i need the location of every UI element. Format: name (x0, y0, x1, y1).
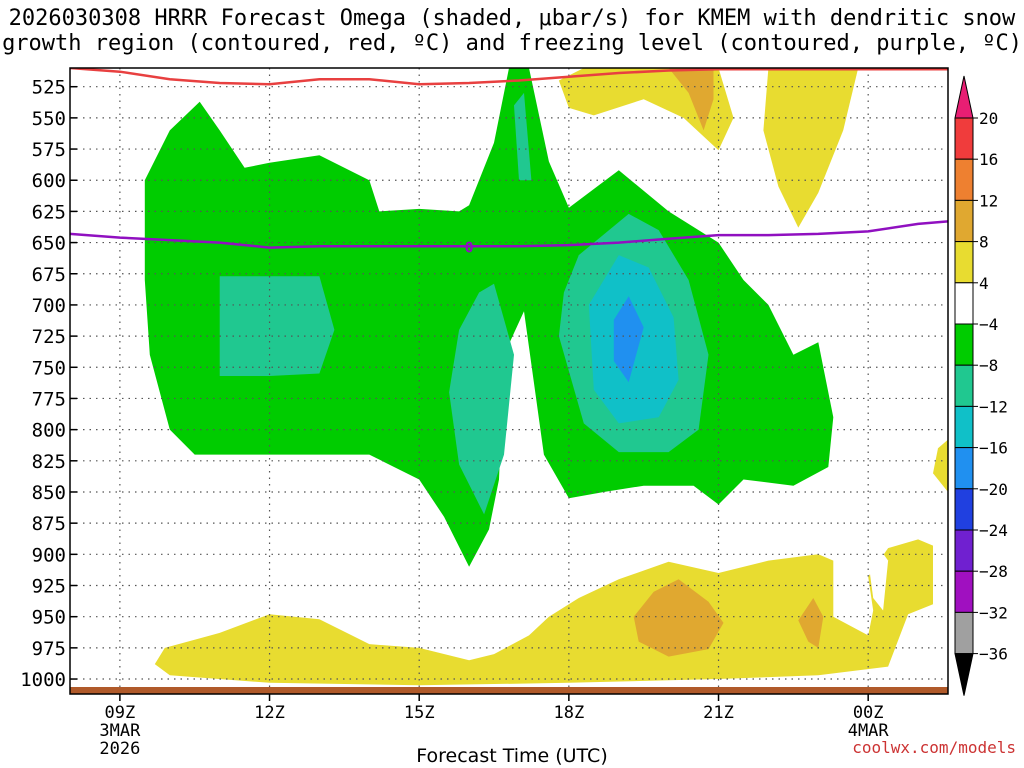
y-tick-label-575: 575 (32, 139, 66, 161)
y-tick-label-775: 775 (32, 388, 66, 410)
y-tick-label-675: 675 (32, 264, 66, 286)
y-tick-label-750: 750 (32, 357, 66, 379)
colorbar-box-12 (954, 570, 974, 613)
x-tick-label-00Z: 00Z (853, 703, 884, 723)
colorbar-label-6: −8 (979, 356, 998, 375)
omega-region-9 (668, 68, 714, 131)
omega-region-6 (613, 296, 644, 383)
y-tick-label-850: 850 (32, 482, 66, 504)
y-tick-label-700: 700 (32, 295, 66, 317)
grid-layer (70, 68, 948, 694)
omega-region-13 (798, 598, 824, 648)
x-tick-label-21Z: 21Z (703, 703, 734, 723)
y-tick-label-600: 600 (32, 170, 66, 192)
dendritic-growth-contour (70, 68, 948, 86)
colorbar-box-9 (954, 447, 974, 490)
y-tick-label-975: 975 (32, 638, 66, 660)
omega-region-10 (933, 439, 948, 492)
colorbar-box-10 (954, 488, 974, 531)
colorbar-box-5 (954, 282, 974, 325)
omega-region-1 (219, 276, 335, 376)
omega-shading-layer (144, 68, 948, 686)
y-tick-label-825: 825 (32, 451, 66, 473)
colorbar-label-10: −24 (979, 521, 1008, 540)
x-axis-label: Forecast Time (UTC) (416, 745, 608, 767)
colorbar-box-7 (954, 364, 974, 407)
freezing-level-contour (70, 220, 948, 249)
colorbar-box-2 (954, 158, 974, 201)
y-tick-label-525: 525 (32, 77, 66, 99)
colorbar-box-1 (954, 117, 974, 160)
y-tick-label-925: 925 (32, 576, 66, 598)
colorbar-label-3: 8 (979, 233, 989, 252)
y-tick-label-725: 725 (32, 326, 66, 348)
colorbar-label-11: −28 (979, 562, 1008, 581)
x-tick-label-15Z: 15Z (404, 703, 435, 723)
colorbar-box-11 (954, 529, 974, 572)
y-tick-label-875: 875 (32, 513, 66, 535)
y-axis: 525 550 575 600 625 650 675 700 725 750 775 800 825 8… (20, 77, 77, 691)
colorbar-label-1: 16 (979, 150, 998, 169)
omega-region-2 (449, 283, 514, 515)
y-tick-label-900: 900 (32, 544, 66, 566)
y-tick-label-625: 625 (32, 201, 66, 223)
colorbar-box-3 (954, 199, 974, 243)
omega-region-14 (868, 539, 889, 611)
colorbar-box-4 (954, 241, 974, 284)
plot-frame (69, 67, 949, 695)
colorbar-label-4: 4 (979, 274, 989, 293)
y-tick-label-550: 550 (32, 108, 66, 130)
title-line-1: 2026030308 HRRR Forecast Omega (shaded, … (8, 6, 1016, 31)
colorbar-label-7: −12 (979, 397, 1008, 416)
y-tick-label-800: 800 (32, 420, 66, 442)
title-line-2: growth region (contoured, red, ºC) and f… (2, 31, 1022, 56)
x-tick-label-12Z: 12Z (254, 703, 285, 723)
colorbar-box-8 (954, 405, 974, 449)
x-tick-sublabel-4MAR: 4MAR (848, 721, 890, 741)
chart-title: 2026030308 HRRR Forecast Omega (shaded, … (0, 6, 1024, 56)
y-tick-label-1000: 1000 (20, 669, 66, 691)
colorbar: 20 16 12 8 4 −4 −8 −12 −16 −20 −24 −28 −32 −36 (954, 75, 1008, 696)
contour-layer: 0 (70, 68, 948, 256)
colorbar-label-8: −16 (979, 439, 1008, 458)
omega-region-12 (633, 579, 724, 657)
freezing-level-label: 0 (465, 238, 474, 256)
omega-region-11 (154, 539, 934, 686)
x-tick-sublabel-2026: 2026 (99, 739, 140, 759)
credit-text: coolwx.com/models (852, 738, 1016, 757)
colorbar-label-5: −4 (979, 315, 998, 334)
x-tick-label-18Z: 18Z (554, 703, 585, 723)
colorbar-label-2: 12 (979, 191, 998, 210)
colorbar-label-9: −20 (979, 480, 1008, 499)
colorbar-top-arrow (954, 75, 974, 119)
ground-strip (70, 687, 948, 694)
x-tick-sublabel-3MAR: 3MAR (99, 721, 141, 741)
colorbar-label-12: −32 (979, 603, 1008, 622)
colorbar-bottom-arrow (954, 653, 974, 696)
y-tick-label-650: 650 (32, 233, 66, 255)
colorbar-label-0: 20 (979, 109, 998, 128)
y-tick-label-950: 950 (32, 607, 66, 629)
colorbar-label-13: −36 (979, 645, 1008, 664)
colorbar-box-6 (954, 323, 974, 366)
colorbar-box-13 (954, 611, 974, 655)
omega-region-8 (763, 68, 859, 228)
omega-region-3 (514, 92, 532, 181)
x-tick-label-09Z: 09Z (105, 703, 136, 723)
